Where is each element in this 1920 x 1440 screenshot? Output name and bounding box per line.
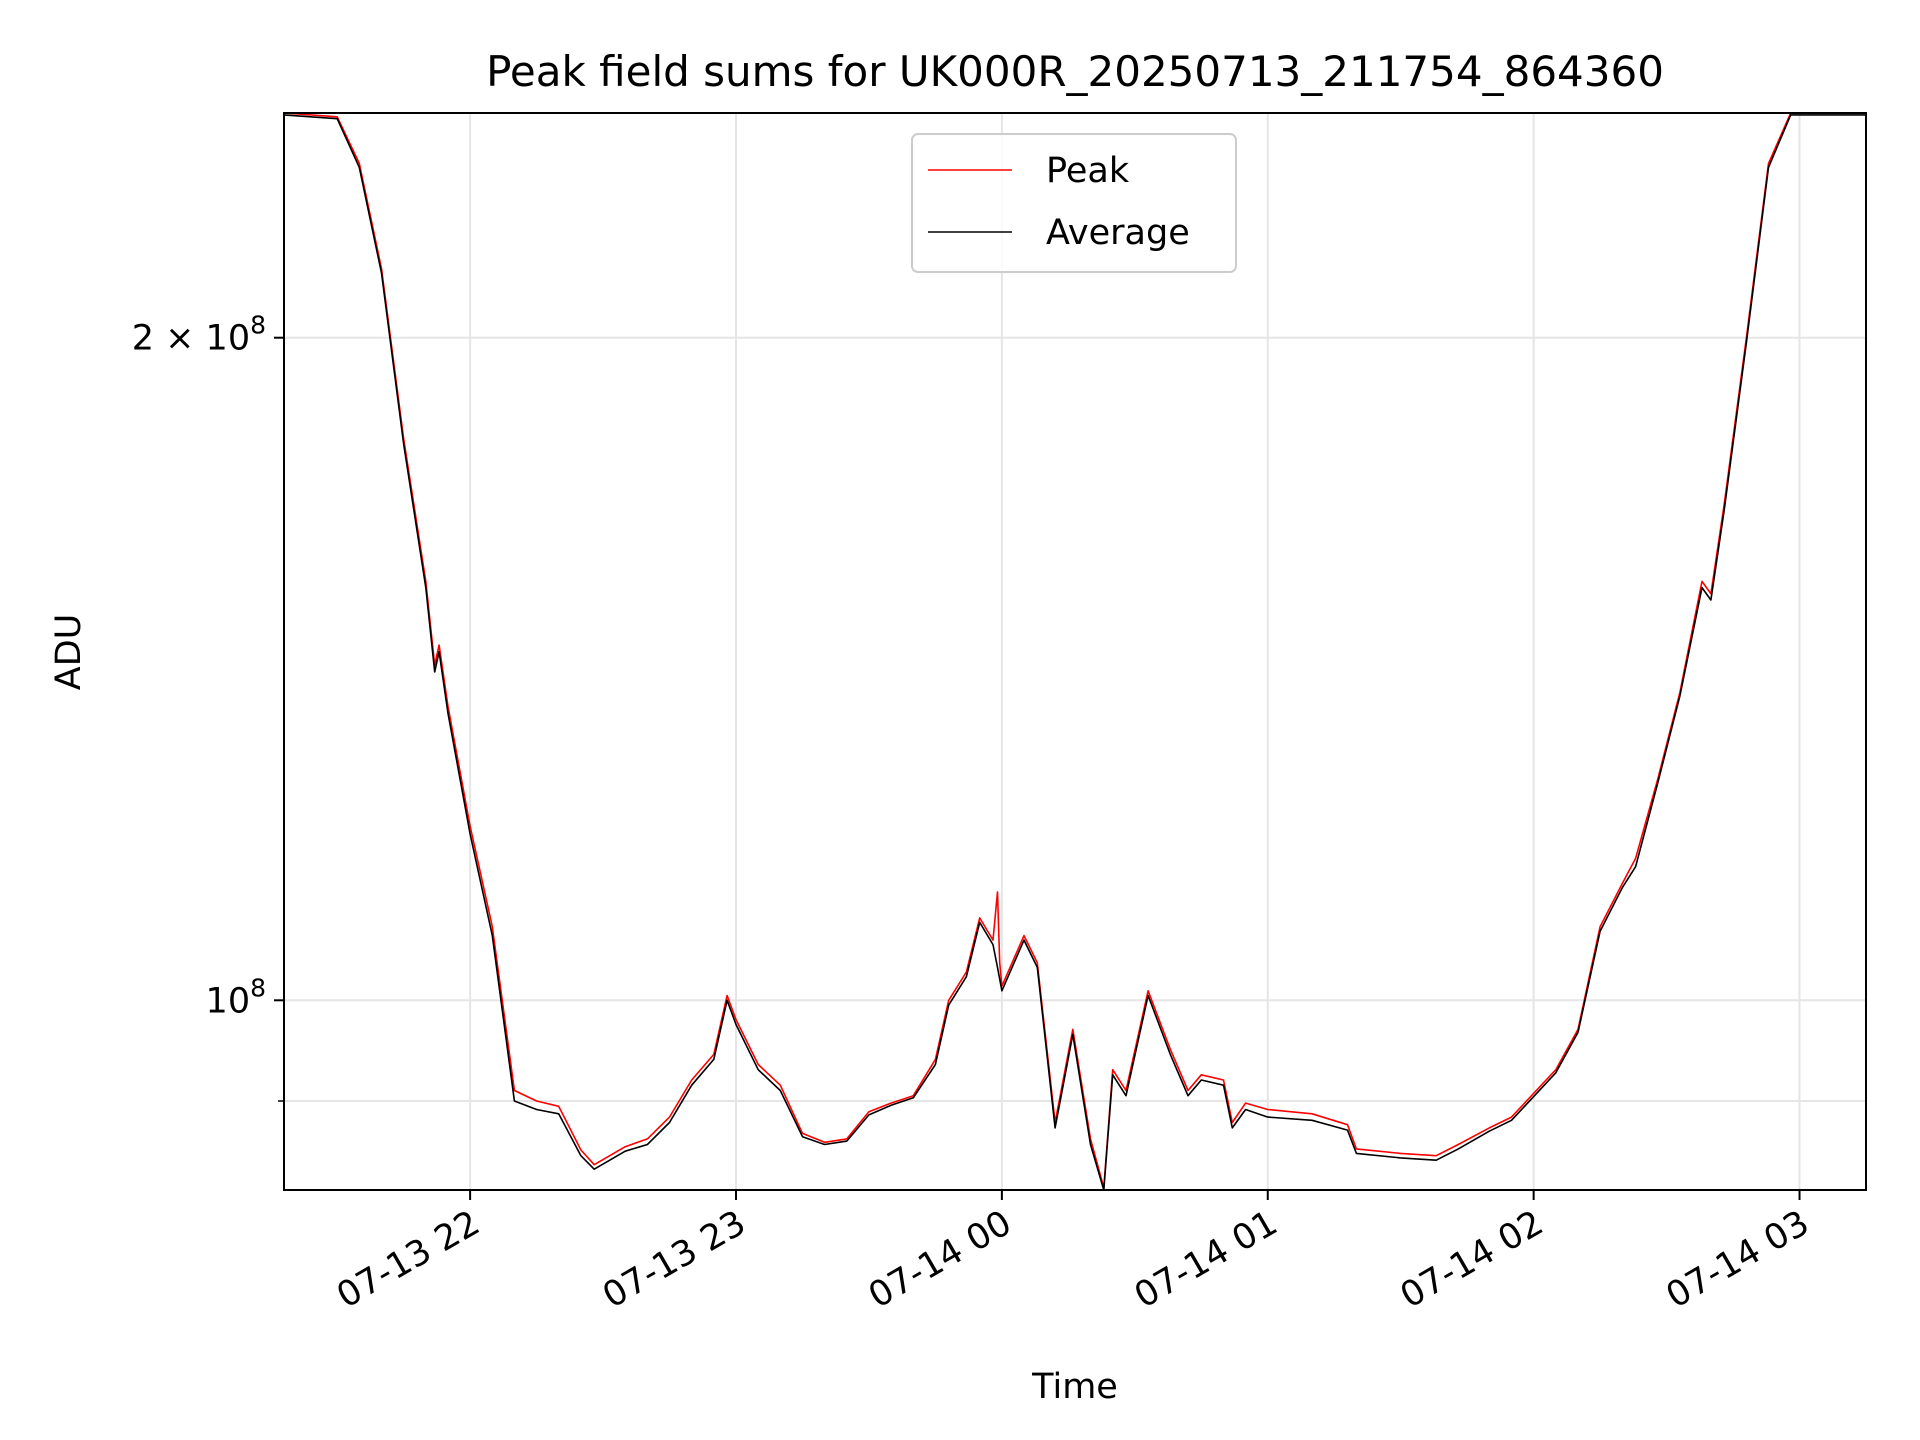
y-tick-label: 108 — [206, 973, 266, 1021]
y-tick-label: 2 × 108 — [132, 311, 266, 359]
series-line-average — [284, 114, 1866, 1190]
x-axis-label: Time — [1031, 1367, 1118, 1407]
legend-label-average: Average — [1046, 213, 1190, 253]
series-line-peak — [284, 113, 1866, 1189]
y-axis-label: ADU — [49, 614, 89, 691]
plot-frame — [283, 112, 1867, 1191]
grid — [284, 113, 1866, 1190]
legend-box — [911, 133, 1237, 273]
legend-label-peak: Peak — [1046, 151, 1130, 191]
chart-title: Peak field sums for UK000R_20250713_2117… — [486, 47, 1664, 96]
y-axis: 108 2 × 108 — [132, 311, 284, 1102]
series-layer — [284, 113, 1866, 1190]
legend: Peak Average — [911, 133, 1237, 273]
